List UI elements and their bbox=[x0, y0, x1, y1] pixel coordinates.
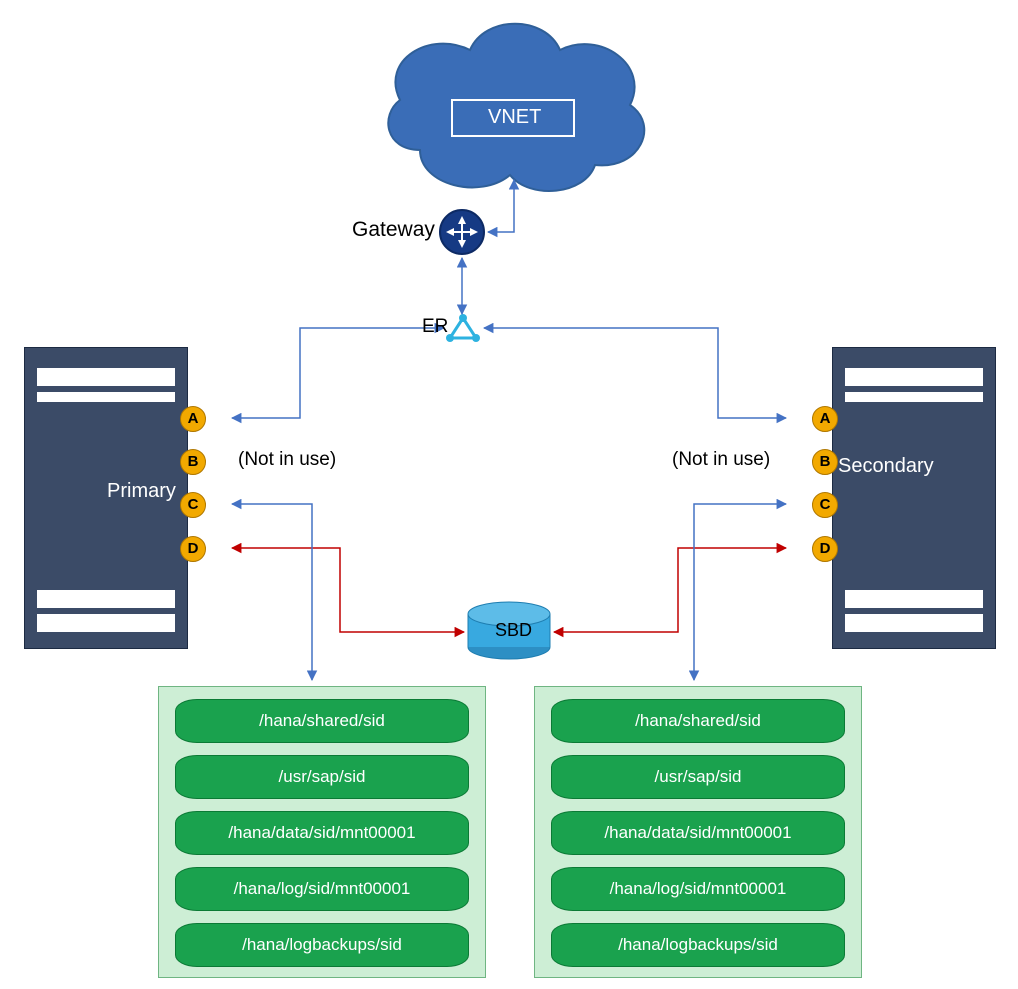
port-secondary-d: D bbox=[812, 536, 838, 562]
storage-secondary: /hana/shared/sid /usr/sap/sid /hana/data… bbox=[534, 686, 862, 978]
port-secondary-a: A bbox=[812, 406, 838, 432]
edge-er-primary-a bbox=[232, 328, 444, 418]
disk-item: /hana/log/sid/mnt00001 bbox=[175, 867, 469, 911]
server-secondary-label: Secondary bbox=[838, 455, 934, 478]
server-slot bbox=[845, 590, 983, 608]
port-primary-d: D bbox=[180, 536, 206, 562]
storage-primary: /hana/shared/sid /usr/sap/sid /hana/data… bbox=[158, 686, 486, 978]
disk-item: /hana/logbackups/sid bbox=[175, 923, 469, 967]
server-slot bbox=[845, 368, 983, 386]
disk-item: /usr/sap/sid bbox=[175, 755, 469, 799]
disk-label: /hana/logbackups/sid bbox=[176, 935, 468, 955]
edge-primary-c-storage bbox=[232, 504, 312, 680]
disk-item: /hana/data/sid/mnt00001 bbox=[551, 811, 845, 855]
edge-primary-d-sbd bbox=[232, 548, 464, 632]
er-icon bbox=[446, 314, 480, 342]
port-primary-c: C bbox=[180, 492, 206, 518]
port-secondary-c: C bbox=[812, 492, 838, 518]
disk-label: /hana/data/sid/mnt00001 bbox=[552, 823, 844, 843]
server-slot bbox=[37, 392, 175, 402]
disk-label: /hana/log/sid/mnt00001 bbox=[176, 879, 468, 899]
server-slot bbox=[37, 368, 175, 386]
server-slot bbox=[37, 590, 175, 608]
port-secondary-b: B bbox=[812, 449, 838, 475]
not-in-use-secondary: (Not in use) bbox=[672, 449, 770, 471]
server-secondary bbox=[832, 347, 996, 649]
disk-label: /hana/data/sid/mnt00001 bbox=[176, 823, 468, 843]
disk-item: /hana/log/sid/mnt00001 bbox=[551, 867, 845, 911]
gateway-icon bbox=[440, 210, 484, 254]
server-slot bbox=[845, 392, 983, 402]
er-label: ER bbox=[422, 316, 448, 338]
server-primary-label: Primary bbox=[107, 480, 176, 503]
server-slot bbox=[845, 614, 983, 632]
edge-secondary-d-sbd bbox=[554, 548, 786, 632]
not-in-use-primary: (Not in use) bbox=[238, 449, 336, 471]
disk-item: /hana/data/sid/mnt00001 bbox=[175, 811, 469, 855]
edge-er-secondary-a bbox=[484, 328, 786, 418]
disk-label: /hana/shared/sid bbox=[552, 711, 844, 731]
disk-label: /usr/sap/sid bbox=[552, 767, 844, 787]
port-primary-b: B bbox=[180, 449, 206, 475]
sbd-label: SBD bbox=[495, 620, 532, 641]
disk-item: /hana/shared/sid bbox=[551, 699, 845, 743]
disk-label: /hana/shared/sid bbox=[176, 711, 468, 731]
edge-secondary-c-storage bbox=[694, 504, 786, 680]
edge-cloud-gateway bbox=[488, 180, 514, 232]
disk-item: /hana/logbackups/sid bbox=[551, 923, 845, 967]
disk-item: /usr/sap/sid bbox=[551, 755, 845, 799]
diagram-canvas: Primary Secondary A B C D (Not in use) A… bbox=[0, 0, 1018, 989]
disk-label: /usr/sap/sid bbox=[176, 767, 468, 787]
gateway-label: Gateway bbox=[352, 218, 435, 242]
disk-label: /hana/log/sid/mnt00001 bbox=[552, 879, 844, 899]
cloud-label: VNET bbox=[488, 106, 541, 129]
disk-label: /hana/logbackups/sid bbox=[552, 935, 844, 955]
disk-item: /hana/shared/sid bbox=[175, 699, 469, 743]
port-primary-a: A bbox=[180, 406, 206, 432]
server-slot bbox=[37, 614, 175, 632]
